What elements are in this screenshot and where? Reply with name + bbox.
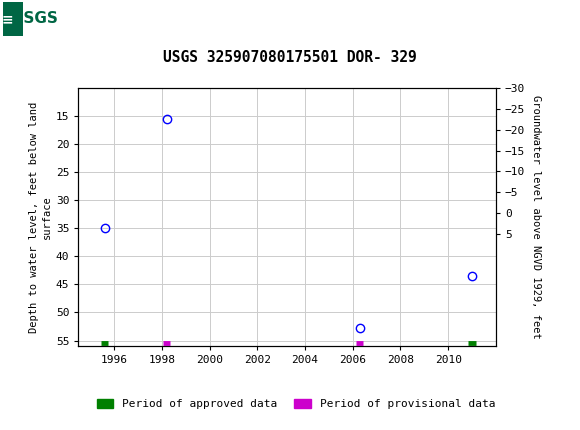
Text: USGS 325907080175501 DOR- 329: USGS 325907080175501 DOR- 329 — [163, 50, 417, 65]
Y-axis label: Groundwater level above NGVD 1929, feet: Groundwater level above NGVD 1929, feet — [531, 95, 541, 339]
Bar — [3, 2, 23, 36]
Text: ≡: ≡ — [2, 12, 13, 26]
Legend: Period of approved data, Period of provisional data: Period of approved data, Period of provi… — [96, 399, 495, 409]
Bar — [3, 2, 67, 36]
Y-axis label: Depth to water level, feet below land
surface: Depth to water level, feet below land su… — [29, 101, 52, 333]
Text: USGS: USGS — [12, 12, 58, 26]
